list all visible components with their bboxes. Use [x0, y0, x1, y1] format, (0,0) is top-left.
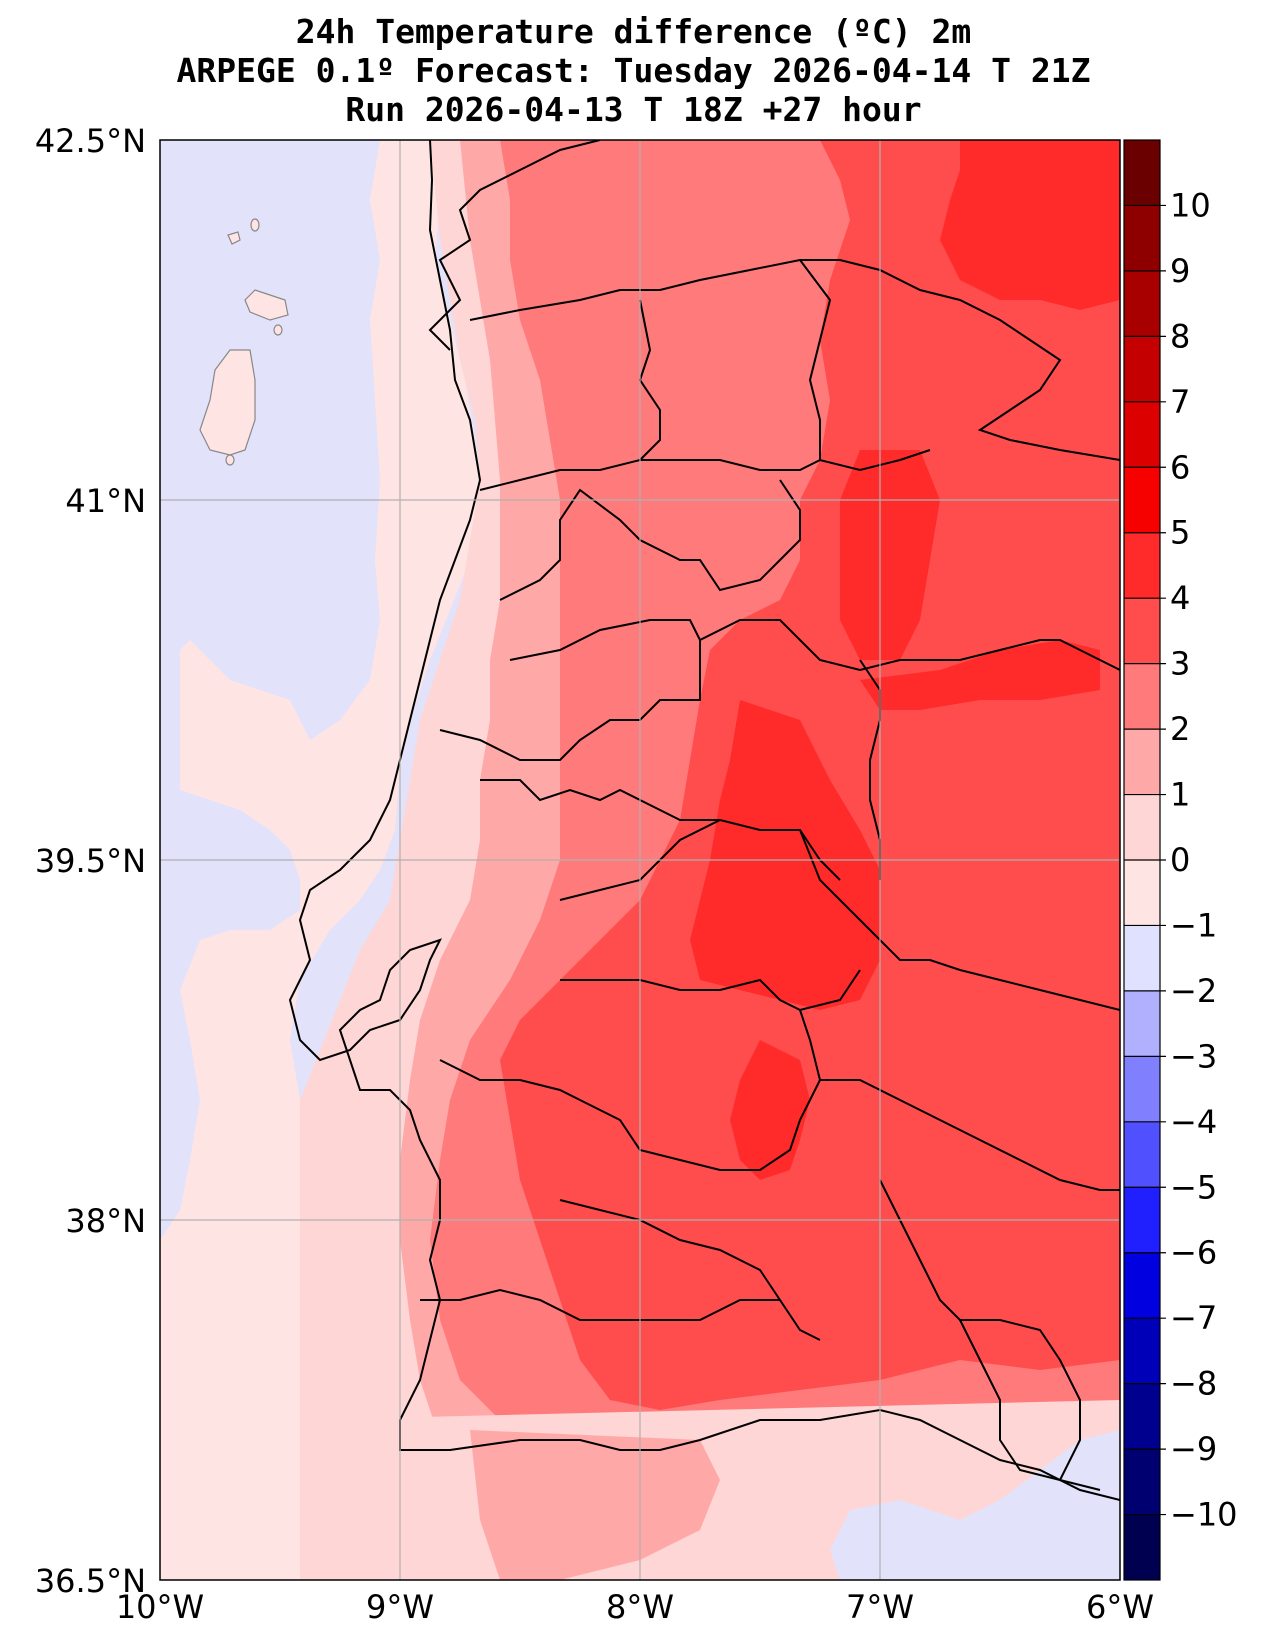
colorbar-swatch [1124, 663, 1160, 730]
islands-layer [199, 218, 289, 466]
lat-label: 36.5°N [35, 1562, 146, 1600]
land-hot-core-central [690, 700, 880, 1010]
colorbar-swatch [1124, 532, 1160, 599]
land-hot-band-east [860, 640, 1100, 710]
lat-labels: 42.5°N 41°N 39.5°N 38°N 36.5°N [35, 122, 146, 1600]
colorbar-label: −3 [1170, 1037, 1217, 1075]
lat-label: 42.5°N [35, 122, 146, 160]
island-small-3 [250, 218, 260, 232]
border-region-1 [469, 259, 1120, 461]
border-region-9 [480, 779, 841, 881]
island-small-2 [227, 231, 241, 245]
lon-label: 8°W [606, 1588, 674, 1626]
colorbar-label: −8 [1170, 1365, 1217, 1403]
colorbar-label: 4 [1170, 579, 1190, 617]
border-region-11 [799, 829, 1120, 1011]
colorbar-label: 5 [1170, 514, 1190, 552]
border-region-17 [879, 1179, 1081, 1481]
title-line-1: 24h Temperature difference (ºC) 2m [295, 12, 972, 51]
lon-label: 7°W [846, 1588, 914, 1626]
lat-label: 41°N [65, 482, 146, 520]
colorbar-label: 0 [1170, 841, 1190, 879]
border-region-3 [638, 299, 661, 461]
colorbar-label: −10 [1170, 1496, 1238, 1534]
colorbar-swatch [1124, 990, 1160, 1057]
colorbar-swatch [1124, 925, 1160, 992]
colorbar-swatch [1124, 140, 1160, 206]
south-offshore-light [470, 1430, 720, 1580]
border-region-7 [699, 619, 1120, 672]
colorbar-swatch [1124, 205, 1160, 272]
land-hot-core-east [840, 450, 940, 660]
border-region-12 [560, 969, 861, 1012]
lon-label: 9°W [366, 1588, 434, 1626]
border-region-4 [799, 259, 832, 460]
lat-label: 39.5°N [35, 842, 146, 880]
border-region-18 [959, 1319, 1101, 1491]
colorbar-label: 1 [1170, 776, 1190, 814]
colorbar-swatch [1124, 336, 1160, 403]
land-hot-core-south [730, 1040, 810, 1180]
colorbar-swatch [1124, 1121, 1160, 1188]
colorbar-swatch [1124, 598, 1160, 665]
colorbar-swatch [1124, 1187, 1160, 1254]
lon-label: 10°W [116, 1588, 204, 1626]
lon-label: 6°W [1086, 1588, 1154, 1626]
colorbar-swatch [1124, 1383, 1160, 1450]
colorbar-label: 3 [1170, 645, 1190, 683]
colorbar-swatch [1124, 467, 1160, 534]
colorbar-swatch [1124, 729, 1160, 796]
colorbar-swatch [1124, 1056, 1160, 1123]
map-title: 24h Temperature difference (ºC) 2m ARPEG… [0, 12, 1267, 129]
title-line-2: ARPEGE 0.1º Forecast: Tuesday 2026-04-14… [176, 51, 1091, 90]
border-spain-portugal-north [428, 140, 601, 351]
grid-layer [160, 140, 1120, 1580]
lon-labels: 10°W 9°W 8°W 7°W 6°W [116, 1588, 1154, 1626]
island-small-1 [244, 289, 289, 321]
colorbar-swatch [1124, 270, 1160, 337]
colorbar-swatch [1124, 1514, 1160, 1581]
border-region-15 [559, 1199, 821, 1341]
colorbar-label: 7 [1170, 383, 1190, 421]
border-region-6 [439, 619, 701, 761]
colorbar-label: −9 [1170, 1430, 1217, 1468]
colorbar-label: 8 [1170, 317, 1190, 355]
southeast-ocean-negative [830, 1430, 1120, 1580]
map-frame [159, 139, 1121, 1581]
border-region-14 [820, 1079, 1120, 1191]
island-small-4 [273, 324, 283, 336]
colorbar-label: −1 [1170, 906, 1217, 944]
colorbar-swatch [1124, 1252, 1160, 1319]
colorbar-label: 10 [1170, 186, 1211, 224]
colorbar-label: −5 [1170, 1168, 1217, 1206]
colorbar-swatch [1124, 860, 1160, 926]
border-region-13 [439, 1009, 822, 1171]
border-region-2 [479, 449, 931, 491]
colorbar-label: −4 [1170, 1103, 1217, 1141]
colorbar-label: 2 [1170, 710, 1190, 748]
land-hot-core-northeast [940, 140, 1120, 310]
colorbar-swatch [1124, 794, 1160, 861]
colorbar-label: 6 [1170, 448, 1190, 486]
colorbar-swatch [1124, 1318, 1160, 1385]
island-small-5 [225, 454, 235, 466]
coastline-west [288, 140, 1120, 1501]
colorbar-label: −6 [1170, 1234, 1217, 1272]
colorbar-label: 9 [1170, 252, 1190, 290]
border-region-5 [499, 479, 801, 601]
colorbar-label: −2 [1170, 972, 1217, 1010]
lat-label: 38°N [65, 1202, 146, 1240]
title-line-3: Run 2026-04-13 T 18Z +27 hour [345, 90, 922, 129]
colorbar-swatch [1124, 401, 1160, 468]
colorbar-swatch [1124, 1449, 1160, 1516]
colorbar-label: −7 [1170, 1299, 1217, 1337]
borders-layer [288, 140, 1120, 1501]
border-region-16 [420, 1288, 780, 1321]
